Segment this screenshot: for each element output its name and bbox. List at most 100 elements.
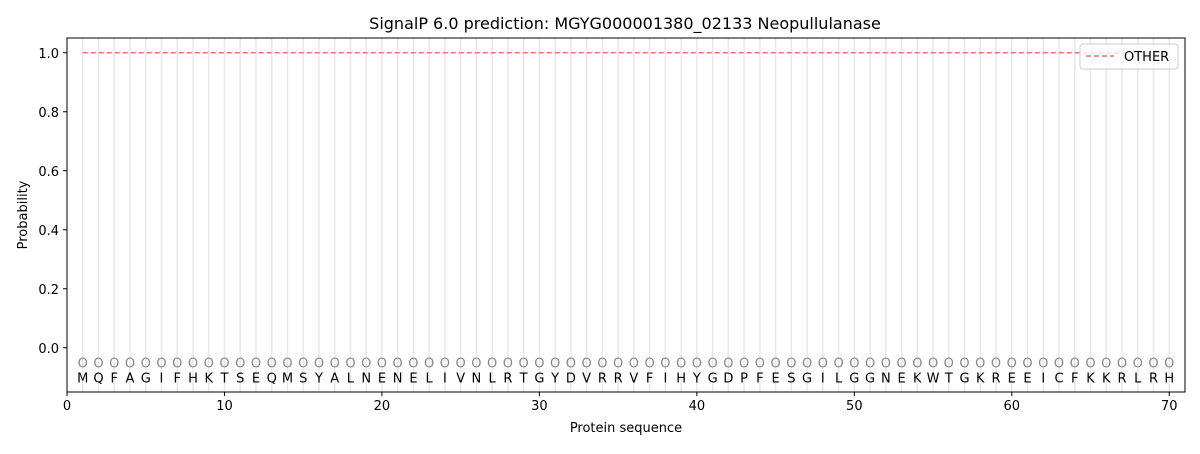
region-marker: O [739,357,749,372]
y-tick-label: 0.0 [38,342,59,357]
residue-label: I [663,371,667,386]
region-marker: O [928,357,938,372]
region-marker: O [833,357,843,372]
region-marker: O [613,357,623,372]
residue-label: F [1071,371,1078,386]
region-marker: O [330,357,340,372]
residue-label: S [787,371,795,386]
residue-label: N [361,371,371,386]
x-tick-label: 60 [1004,399,1021,414]
residue-label: V [629,371,638,386]
residue-label: F [110,371,117,386]
residue-label: K [204,371,213,386]
residue-label: M [77,371,88,386]
region-marker: O [1054,357,1064,372]
region-marker: O [251,357,261,372]
residue-label: H [188,371,198,386]
region-marker: O [267,357,277,372]
region-marker: O [723,357,733,372]
region-marker: O [1101,357,1111,372]
region-marker: O [487,357,497,372]
residue-label: G [865,371,875,386]
region-marker: O [1007,357,1017,372]
region-marker: O [424,357,434,372]
residue-label: D [723,371,733,386]
residue-label: V [582,371,591,386]
residue-label: M [282,371,293,386]
residue-label: I [160,371,164,386]
residue-label: A [126,371,135,386]
region-marker: O [172,357,182,372]
residue-label: S [299,371,307,386]
residue-label: K [1086,371,1095,386]
region-marker: O [125,357,135,372]
region-marker: O [991,357,1001,372]
region-marker: O [440,357,450,372]
residue-label: K [976,371,985,386]
residue-label: E [1008,371,1016,386]
region-marker: O [377,357,387,372]
region-marker: O [849,357,859,372]
region-marker: O [1070,357,1080,372]
residue-label: R [614,371,623,386]
residue-label: E [378,371,386,386]
chart-title: SignalP 6.0 prediction: MGYG000001380_02… [369,14,881,34]
residue-label: N [393,371,403,386]
x-tick-label: 40 [689,399,706,414]
region-marker: O [786,357,796,372]
y-tick-label: 1.0 [38,47,59,62]
residue-label: S [236,371,244,386]
residue-label: A [330,371,339,386]
residue-label: L [426,371,434,386]
x-tick-label: 70 [1161,399,1178,414]
residue-label: G [960,371,970,386]
residue-label: F [646,371,653,386]
region-marker: O [597,357,607,372]
residue-label: W [927,371,940,386]
legend-box [1079,43,1179,70]
residue-label: V [456,371,465,386]
residue-label: F [173,371,180,386]
region-marker: O [298,357,308,372]
residue-label: Y [314,371,323,386]
x-axis-label: Protein sequence [570,421,682,436]
residue-label: K [1102,371,1111,386]
region-marker: O [944,357,954,372]
region-marker: O [896,357,906,372]
residue-label: T [944,371,953,386]
residue-label: E [409,371,417,386]
y-tick-label: 0.8 [38,106,59,121]
x-tick-label: 20 [374,399,391,414]
region-marker: O [629,357,639,372]
residue-label: N [881,371,891,386]
region-marker: O [219,357,229,372]
region-marker: O [1117,357,1127,372]
residue-label: L [835,371,843,386]
region-marker: O [975,357,985,372]
region-marker: O [660,357,670,372]
y-axis-label: Probability [16,180,31,249]
region-marker: O [78,357,88,372]
residue-label: N [472,371,482,386]
residue-label: G [141,371,151,386]
region-marker: O [235,357,245,372]
region-marker: O [865,357,875,372]
residue-label: E [897,371,905,386]
x-tick-label: 10 [216,399,233,414]
region-marker: O [204,357,214,372]
region-marker: O [408,357,418,372]
region-marker: O [314,357,324,372]
residue-label: G [849,371,859,386]
residue-label: K [913,371,922,386]
x-tick-label: 50 [846,399,863,414]
residue-label: F [756,371,763,386]
region-marker: O [959,357,969,372]
residue-label: I [443,371,447,386]
region-marker: O [1148,357,1158,372]
residue-label: P [740,371,748,386]
region-marker: O [188,357,198,372]
residue-label: T [519,371,528,386]
region-marker: O [1022,357,1032,372]
region-marker: O [770,357,780,372]
